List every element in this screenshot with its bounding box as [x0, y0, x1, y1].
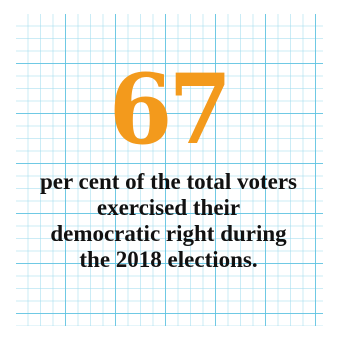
graph-paper-background	[16, 14, 323, 326]
stat-caption: per cent of the total voters exercised t…	[40, 169, 297, 272]
stat-number: 67	[108, 53, 232, 166]
